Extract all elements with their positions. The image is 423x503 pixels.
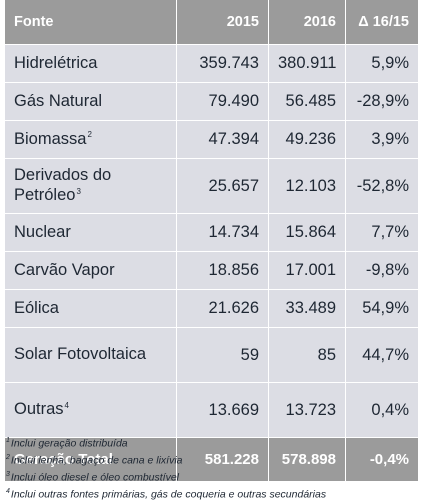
row-value-2016: 13.723: [269, 382, 346, 437]
row-value-2015: 21.626: [177, 289, 269, 327]
footnote-number: 3: [6, 471, 10, 478]
row-source-name: Gás Natural: [5, 82, 177, 120]
footnote-marker: 3: [76, 187, 80, 196]
table-row: Biomassa2 47.394 49.236 3,9%: [5, 120, 418, 158]
energy-generation-table-container: Fonte 2015 2016 Δ 16/15 Hidrelétrica 359.…: [5, 0, 418, 481]
table-row: Outras4 13.669 13.723 0,4%: [5, 382, 418, 437]
row-value-2016: 17.001: [269, 251, 346, 289]
row-delta: 44,7%: [346, 327, 418, 382]
row-delta: 7,7%: [346, 213, 418, 251]
row-source-label: Biomassa: [14, 130, 86, 148]
table-row: Nuclear 14.734 15.864 7,7%: [5, 213, 418, 251]
footnote-item: 1Inclui geração distribuída: [5, 434, 418, 451]
footnote-number: 2: [6, 454, 10, 461]
row-value-2015: 359.743: [177, 44, 269, 82]
header-2015: 2015: [177, 0, 269, 44]
footnote-text: Inclui geração distribuída: [11, 438, 128, 450]
row-source-label: Solar Fotovoltaica: [14, 345, 146, 363]
footnote-text: Inclui óleo diesel e óleo combustível: [11, 472, 179, 484]
footnote-text: Inclui outras fontes primárias, gás de c…: [11, 489, 326, 501]
footnote-marker: 2: [87, 130, 91, 139]
table-row: Hidrelétrica 359.743 380.911 5,9%: [5, 44, 418, 82]
table-row: Solar Fotovoltaica 59 85 44,7%: [5, 327, 418, 382]
row-source-name: Derivados do Petróleo3: [5, 158, 177, 213]
table-row: Eólica 21.626 33.489 54,9%: [5, 289, 418, 327]
row-value-2015: 79.490: [177, 82, 269, 120]
footnote-number: 4: [6, 488, 10, 495]
row-value-2016: 33.489: [269, 289, 346, 327]
row-source-name: Nuclear: [5, 213, 177, 251]
footnote-item: 3Inclui óleo diesel e óleo combustível: [5, 468, 418, 485]
row-value-2015: 14.734: [177, 213, 269, 251]
row-source-label: Hidrelétrica: [14, 54, 97, 72]
footnotes: 1Inclui geração distribuída 2Inclui lenha…: [5, 434, 418, 502]
row-delta: 0,4%: [346, 382, 418, 437]
row-value-2015: 18.856: [177, 251, 269, 289]
header-2016: 2016: [269, 0, 346, 44]
row-source-name: Outras4: [5, 382, 177, 437]
row-value-2016: 12.103: [269, 158, 346, 213]
row-source-name: Hidrelétrica: [5, 44, 177, 82]
footnote-marker: 4: [65, 401, 69, 410]
row-source-name: Biomassa2: [5, 120, 177, 158]
row-value-2015: 47.394: [177, 120, 269, 158]
row-delta: -28,9%: [346, 82, 418, 120]
row-delta: 54,9%: [346, 289, 418, 327]
row-value-2016: 85: [269, 327, 346, 382]
row-value-2016: 380.911: [269, 44, 346, 82]
row-source-label: Nuclear: [14, 223, 71, 241]
row-source-label: Eólica: [14, 299, 59, 317]
row-delta: 3,9%: [346, 120, 418, 158]
table-header-row: Fonte 2015 2016 Δ 16/15: [5, 0, 418, 44]
footnote-number: 1: [6, 437, 10, 444]
row-source-label: Gás Natural: [14, 92, 102, 110]
footnote-text: Inclui lenha, bagaço de cana e lixívia: [11, 455, 183, 467]
row-value-2016: 49.236: [269, 120, 346, 158]
row-delta: -52,8%: [346, 158, 418, 213]
row-source-name: Carvão Vapor: [5, 251, 177, 289]
row-delta: 5,9%: [346, 44, 418, 82]
row-source-label: Outras: [14, 400, 64, 418]
energy-generation-table: Fonte 2015 2016 Δ 16/15 Hidrelétrica 359.…: [5, 0, 418, 481]
row-source-label: Carvão Vapor: [14, 261, 115, 279]
header-delta: Δ 16/15: [346, 0, 418, 44]
table-row: Derivados do Petróleo3 25.657 12.103 -52,8%: [5, 158, 418, 213]
header-source: Fonte: [5, 0, 177, 44]
row-value-2015: 59: [177, 327, 269, 382]
row-delta: -9,8%: [346, 251, 418, 289]
table-row: Carvão Vapor 18.856 17.001 -9,8%: [5, 251, 418, 289]
row-source-label: Derivados do Petróleo: [14, 166, 111, 204]
row-value-2016: 15.864: [269, 213, 346, 251]
row-source-name: Eólica: [5, 289, 177, 327]
footnote-item: 4Inclui outras fontes primárias, gás de …: [5, 485, 418, 502]
row-value-2015: 25.657: [177, 158, 269, 213]
footnote-item: 2Inclui lenha, bagaço de cana e lixívia: [5, 451, 418, 468]
table-row: Gás Natural 79.490 56.485 -28,9%: [5, 82, 418, 120]
row-value-2016: 56.485: [269, 82, 346, 120]
row-source-name: Solar Fotovoltaica: [5, 327, 177, 382]
row-value-2015: 13.669: [177, 382, 269, 437]
